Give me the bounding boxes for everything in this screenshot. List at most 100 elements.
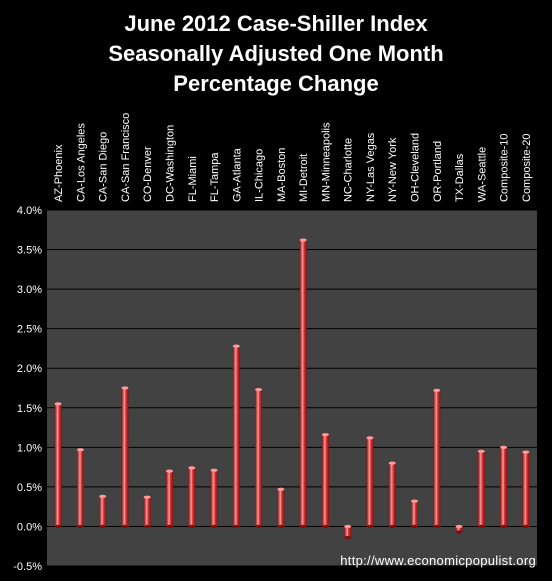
x-category-label: DC-Washington <box>165 125 177 202</box>
bar-cap <box>477 449 485 453</box>
bar <box>99 494 107 529</box>
y-axis-ticks: 4.0% 3.5% 3.0% 2.5% 2.0% 1.5% 1.0% 0.5% 0.0% -0.5… <box>13 205 42 573</box>
bar-base <box>477 524 485 529</box>
bar-base <box>411 524 418 529</box>
bar-body <box>121 388 129 527</box>
bar-body <box>366 437 374 527</box>
bar-cap <box>388 461 396 465</box>
bar-cap <box>344 524 352 529</box>
bar-body <box>277 489 285 527</box>
x-axis-labels: AZ-Phoenix CA-Los Angeles CA-San Diego CA-S… <box>53 113 533 202</box>
y-tick-label: 1.5% <box>17 403 42 415</box>
bar-cap <box>121 386 129 390</box>
bar-cap <box>500 445 508 449</box>
bar-cap <box>166 469 173 473</box>
bar <box>188 466 196 529</box>
x-category-label: NY-Las Vegas <box>365 132 377 202</box>
bar-base <box>54 524 62 529</box>
gridlines <box>47 209 537 567</box>
bar-base <box>500 524 508 529</box>
chart-title-line-1: June 2012 Case-Shiller Index <box>124 11 428 36</box>
bar-cap <box>299 238 307 242</box>
x-category-label: OH-Cleveland <box>410 133 422 202</box>
bar-body <box>321 434 329 527</box>
chart-title-line-2: Seasonally Adjusted One Month <box>108 41 444 66</box>
bar-cap <box>455 524 463 529</box>
y-tick-label: 4.0% <box>17 205 42 217</box>
bar <box>277 487 285 529</box>
x-category-label: OR-Portland <box>432 141 444 202</box>
bar-base <box>255 524 263 529</box>
bar-base <box>366 524 374 529</box>
bar <box>210 468 218 529</box>
bar <box>500 445 508 529</box>
bar-base <box>299 524 307 529</box>
bar <box>299 238 307 529</box>
bar-body <box>411 501 418 527</box>
chart-title-line-3: Percentage Change <box>173 71 379 96</box>
x-category-label: MN-Minneapolis <box>320 122 332 202</box>
bar-cap <box>210 468 218 472</box>
bar-base <box>455 530 463 534</box>
y-tick-label: 0.5% <box>17 482 42 494</box>
bar-cap <box>76 448 84 452</box>
bar <box>433 388 441 529</box>
bar <box>166 469 173 529</box>
bar-body <box>500 447 508 527</box>
bar-body <box>143 497 151 527</box>
bars <box>54 238 530 540</box>
bar-cap <box>188 466 196 470</box>
bar <box>522 450 530 529</box>
x-category-label: GA-Atlanta <box>231 147 243 202</box>
bar-base <box>433 524 441 529</box>
bar-base <box>232 524 240 529</box>
x-category-label: MI-Detroit <box>298 154 310 202</box>
x-category-label: FL-Tampa <box>209 152 221 202</box>
bar-body <box>210 470 218 527</box>
bar-base <box>188 524 196 529</box>
bar-base <box>143 524 151 529</box>
bar-body <box>255 389 263 527</box>
y-tick-label: 1.0% <box>17 442 42 454</box>
bar-body <box>232 346 240 527</box>
bar-base <box>388 524 396 529</box>
bar <box>411 499 418 529</box>
bar-body <box>522 452 530 527</box>
x-category-label: AZ-Phoenix <box>53 144 65 202</box>
bar-body <box>477 451 485 527</box>
y-tick-label: 0.0% <box>17 521 42 533</box>
bar-base <box>76 524 84 529</box>
x-category-label: TX-Dallas <box>454 153 466 202</box>
bar <box>477 449 485 529</box>
bar-cap <box>255 387 263 392</box>
bar <box>344 524 352 540</box>
bar-body <box>299 240 307 527</box>
bar <box>121 386 129 529</box>
bar-body <box>99 496 107 527</box>
x-category-label: Composite-10 <box>499 134 511 202</box>
bar-cap <box>411 499 418 503</box>
bar-cap <box>277 487 285 491</box>
bar-body <box>433 390 441 527</box>
bar-cap <box>143 495 151 499</box>
x-category-label: IL-Chicago <box>254 149 266 202</box>
plot-area <box>47 210 537 566</box>
bar-body <box>76 449 84 527</box>
bar <box>366 436 374 529</box>
watermark: http://www.economicpopulist.org <box>340 553 536 568</box>
x-category-label: NC-Charlotte <box>343 138 355 202</box>
bar-cap <box>54 402 62 406</box>
y-tick-label: 3.0% <box>17 284 42 296</box>
bar-base <box>344 535 352 540</box>
bar-body <box>344 526 352 538</box>
bar <box>143 495 151 529</box>
bar-body <box>166 471 173 527</box>
bar-base <box>321 524 329 529</box>
x-category-label: NY-New York <box>387 137 399 202</box>
x-category-label: MA-Boston <box>276 148 288 202</box>
bar-body <box>188 467 196 527</box>
bar-cap <box>433 388 441 392</box>
bar-body <box>54 403 62 527</box>
bar <box>255 387 263 529</box>
bar-base <box>121 524 129 529</box>
